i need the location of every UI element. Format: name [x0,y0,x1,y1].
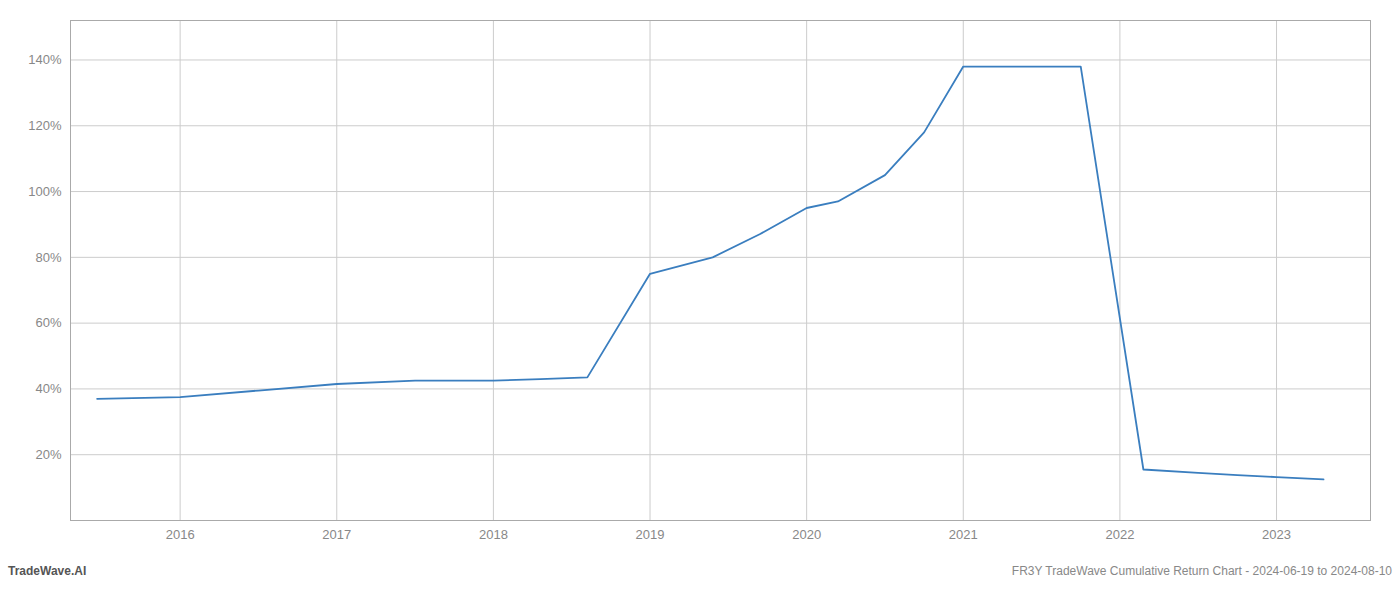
svg-text:2021: 2021 [949,527,978,542]
svg-text:20%: 20% [35,447,61,462]
svg-text:2022: 2022 [1105,527,1134,542]
svg-text:2019: 2019 [636,527,665,542]
svg-text:60%: 60% [35,315,61,330]
svg-text:140%: 140% [28,52,62,67]
svg-text:80%: 80% [35,250,61,265]
svg-text:2016: 2016 [166,527,195,542]
svg-text:2018: 2018 [479,527,508,542]
svg-text:2023: 2023 [1262,527,1291,542]
svg-text:2020: 2020 [792,527,821,542]
html-text:TradeWave.AI: TradeWave.AI [8,564,87,578]
svg-text:100%: 100% [28,184,62,199]
svg-text:40%: 40% [35,381,61,396]
svg-text:120%: 120% [28,118,62,133]
html-text:FR3Y TradeWave Cumulative Retu: FR3Y TradeWave Cumulative Return Chart -… [1011,564,1392,578]
svg-text:2017: 2017 [322,527,351,542]
